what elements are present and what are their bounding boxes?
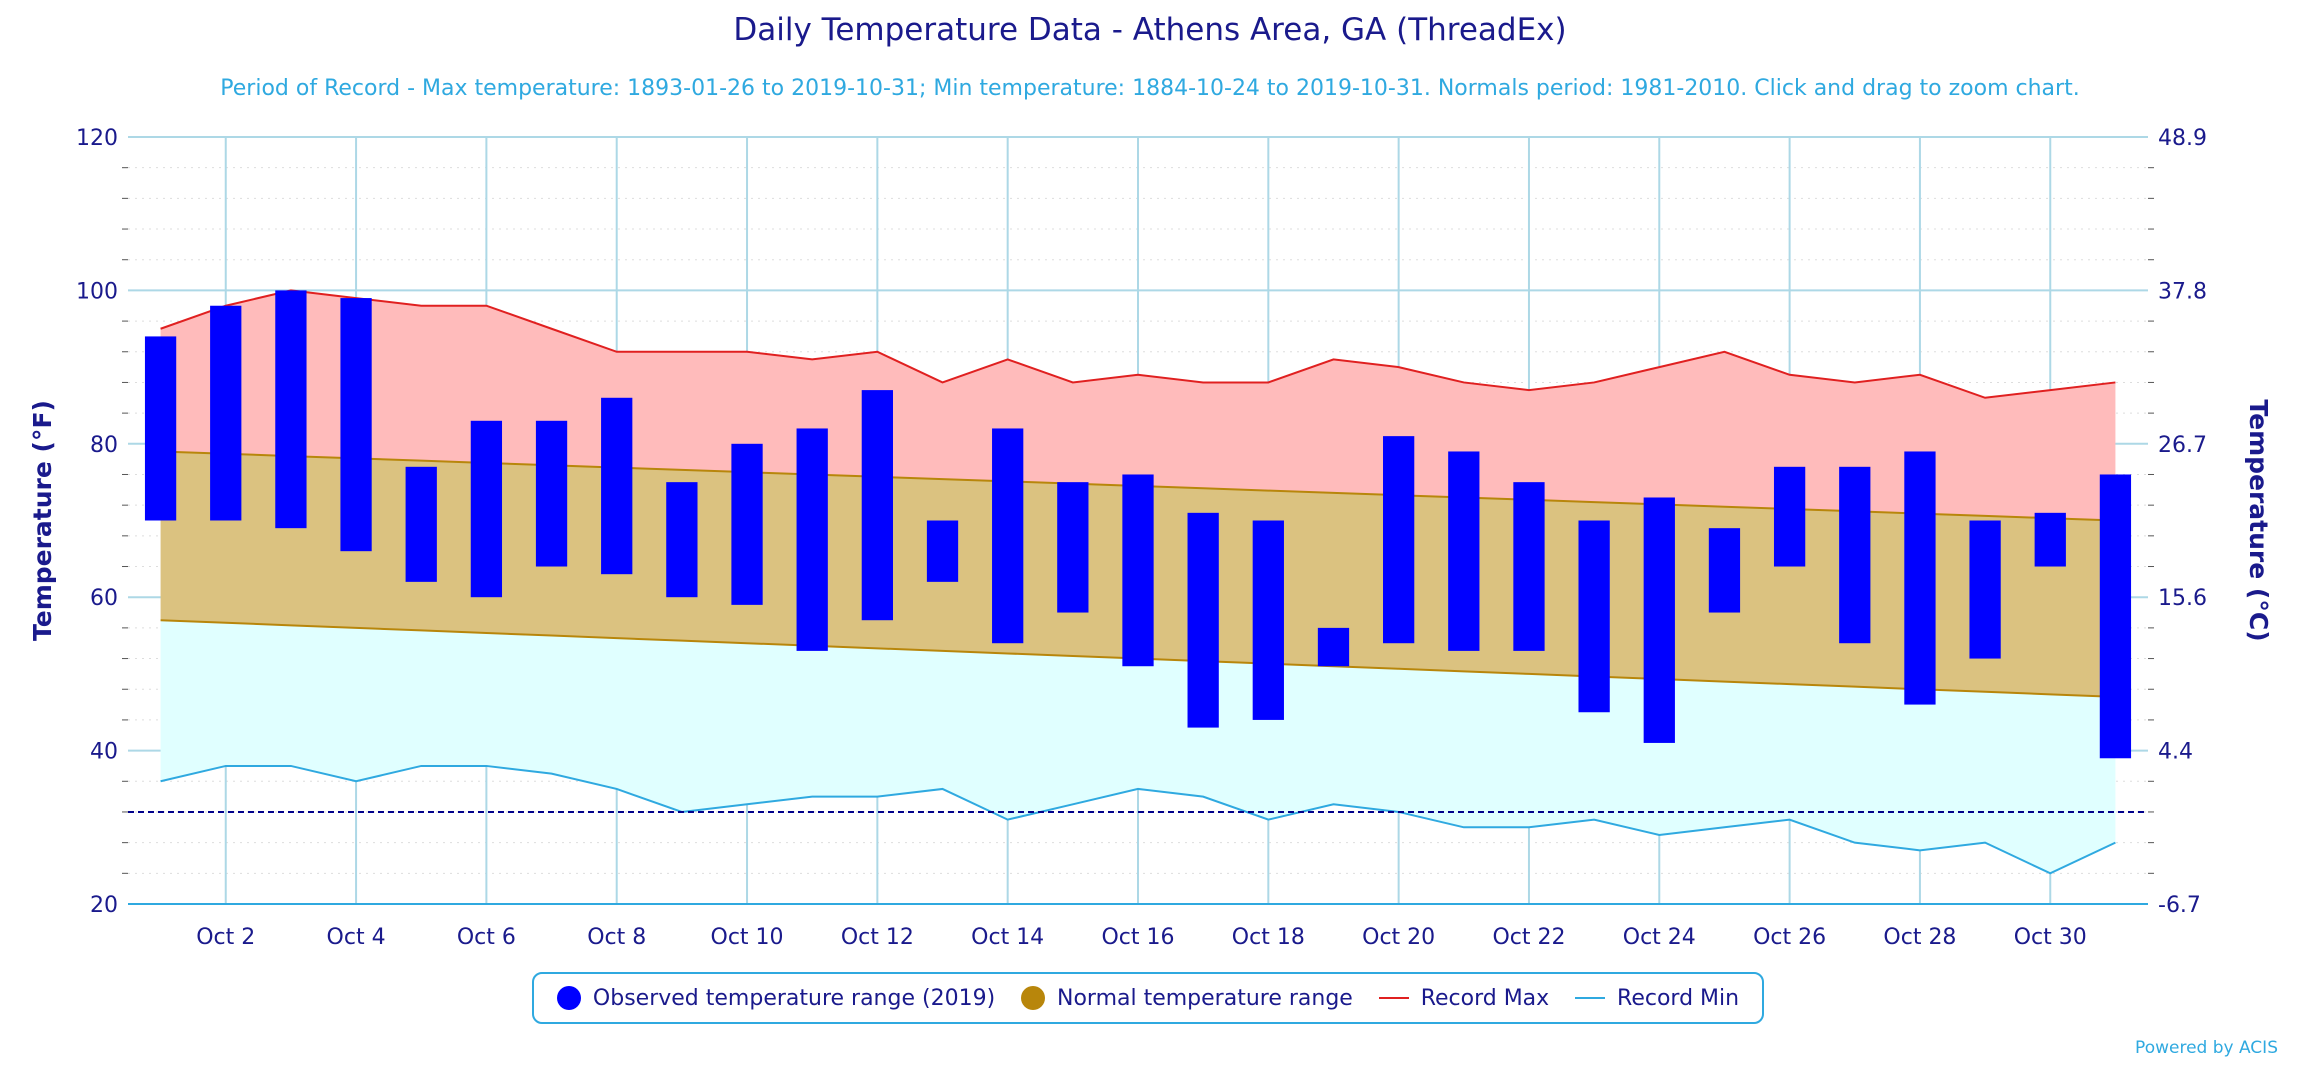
observed-bar-oct-14	[992, 428, 1024, 644]
y-tick-left: 80	[90, 433, 118, 458]
record-min-line	[160, 764, 2116, 875]
observed-bar-oct-4	[340, 298, 372, 552]
observed-bar-oct-1	[144, 336, 177, 521]
record-max-band	[160, 290, 2116, 521]
observed-bar-oct-8	[601, 397, 633, 575]
x-tick-label: Oct 2	[196, 925, 255, 950]
y-tick-left: 120	[76, 126, 118, 151]
x-tick-label: Oct 18	[1232, 925, 1305, 950]
legend-normal-dot-icon	[1021, 986, 1045, 1010]
observed-bar-oct-20	[1383, 436, 1415, 644]
observed-bar-oct-11	[796, 428, 828, 651]
legend-record-max-line-icon	[1378, 997, 1409, 999]
x-tick-label: Oct 8	[587, 925, 646, 950]
observed-bar-oct-18	[1252, 520, 1284, 720]
x-tick-label: Oct 30	[2014, 925, 2087, 950]
observed-bar-oct-17	[1187, 512, 1219, 728]
legend-item-record-min[interactable]: Record Min	[1575, 986, 1739, 1011]
observed-bar-oct-13	[926, 520, 959, 582]
observed-bar-oct-31	[2099, 474, 2132, 759]
observed-bar-oct-10	[731, 443, 763, 605]
x-tick-label: Oct 26	[1753, 925, 1826, 950]
observed-bar-oct-6	[470, 420, 503, 598]
chart-legend: Observed temperature range (2019) Normal…	[532, 972, 1764, 1024]
observed-bars	[144, 290, 2132, 759]
x-tick-label: Oct 20	[1362, 925, 1435, 950]
y-tick-right: 15.6	[2158, 586, 2207, 611]
legend-record-min-label: Record Min	[1617, 985, 1740, 1011]
y-tick-right: 4.4	[2158, 740, 2193, 765]
x-tick-label: Oct 12	[841, 925, 914, 950]
x-tick-label: Oct 28	[1883, 925, 1956, 950]
y-tick-right: 26.7	[2158, 433, 2207, 458]
observed-bar-oct-12	[861, 390, 893, 621]
axis-layer: 20 40 60 80 100 120 -6.7 4.4 15.6 26.7 37.8 48.9 Oct…	[28, 126, 2273, 950]
x-tick-label: Oct 22	[1492, 925, 1565, 950]
legend-item-observed[interactable]: Observed temperature range (2019)	[556, 985, 996, 1011]
chart-title: Daily Temperature Data - Athens Area, GA…	[733, 12, 1567, 48]
observed-bar-oct-26	[1773, 466, 1806, 567]
record-min-band	[160, 620, 2116, 874]
y-axis-title-left: Temperature (°F)	[28, 400, 57, 641]
legend-record-min-line-icon	[1575, 997, 1606, 999]
powered-by-link[interactable]: Powered by ACIS	[2135, 1038, 2278, 1058]
observed-bar-oct-29	[1969, 520, 2001, 659]
y-tick-left: 100	[76, 279, 118, 304]
y-tick-right: 37.8	[2158, 279, 2207, 304]
chart-subtitle: Period of Record - Max temperature: 1893…	[220, 76, 2080, 101]
y-tick-right: 48.9	[2158, 126, 2207, 151]
observed-bar-oct-23	[1578, 520, 1610, 713]
observed-bar-oct-15	[1057, 482, 1089, 613]
x-tick-label: Oct 6	[457, 925, 516, 950]
observed-bar-oct-24	[1643, 497, 1675, 743]
y-tick-left: 20	[90, 893, 118, 918]
legend-record-max-label: Record Max	[1420, 985, 1550, 1011]
x-tick-label: Oct 4	[327, 925, 386, 950]
observed-bar-oct-9	[666, 482, 698, 598]
observed-bar-oct-25	[1708, 528, 1741, 613]
x-tick-label: Oct 10	[711, 925, 784, 950]
x-tick-label: Oct 14	[971, 925, 1044, 950]
observed-bar-oct-3	[275, 290, 307, 529]
observed-bar-oct-28	[1904, 451, 1936, 705]
temperature-chart[interactable]: 20 40 60 80 100 120 -6.7 4.4 15.6 26.7 37.8 48.9 Oct…	[0, 0, 2300, 960]
observed-bar-oct-7	[535, 420, 568, 567]
legend-observed-dot-icon	[556, 986, 581, 1010]
observed-bar-oct-30	[2034, 512, 2066, 567]
observed-bar-oct-21	[1448, 451, 1480, 651]
x-tick-label: Oct 24	[1623, 925, 1696, 950]
observed-bar-oct-27	[1839, 466, 1871, 644]
legend-normal-label: Normal temperature range	[1057, 985, 1353, 1011]
legend-item-normal[interactable]: Normal temperature range	[1021, 986, 1353, 1011]
observed-bar-oct-22	[1513, 482, 1545, 651]
y-tick-left: 40	[90, 740, 118, 765]
legend-item-record-max[interactable]: Record Max	[1378, 985, 1550, 1011]
legend-observed-label: Observed temperature range (2019)	[592, 985, 996, 1011]
observed-bar-oct-2	[210, 305, 242, 521]
y-tick-right: -6.7	[2158, 893, 2201, 918]
record-max-line	[160, 289, 2116, 399]
x-tick-label: Oct 16	[1101, 925, 1174, 950]
observed-bar-oct-16	[1122, 474, 1154, 667]
observed-bar-oct-19	[1317, 627, 1350, 667]
y-tick-left: 60	[90, 586, 118, 611]
observed-bar-oct-5	[405, 466, 437, 582]
y-axis-title-right: Temperature (°C)	[2244, 399, 2273, 641]
